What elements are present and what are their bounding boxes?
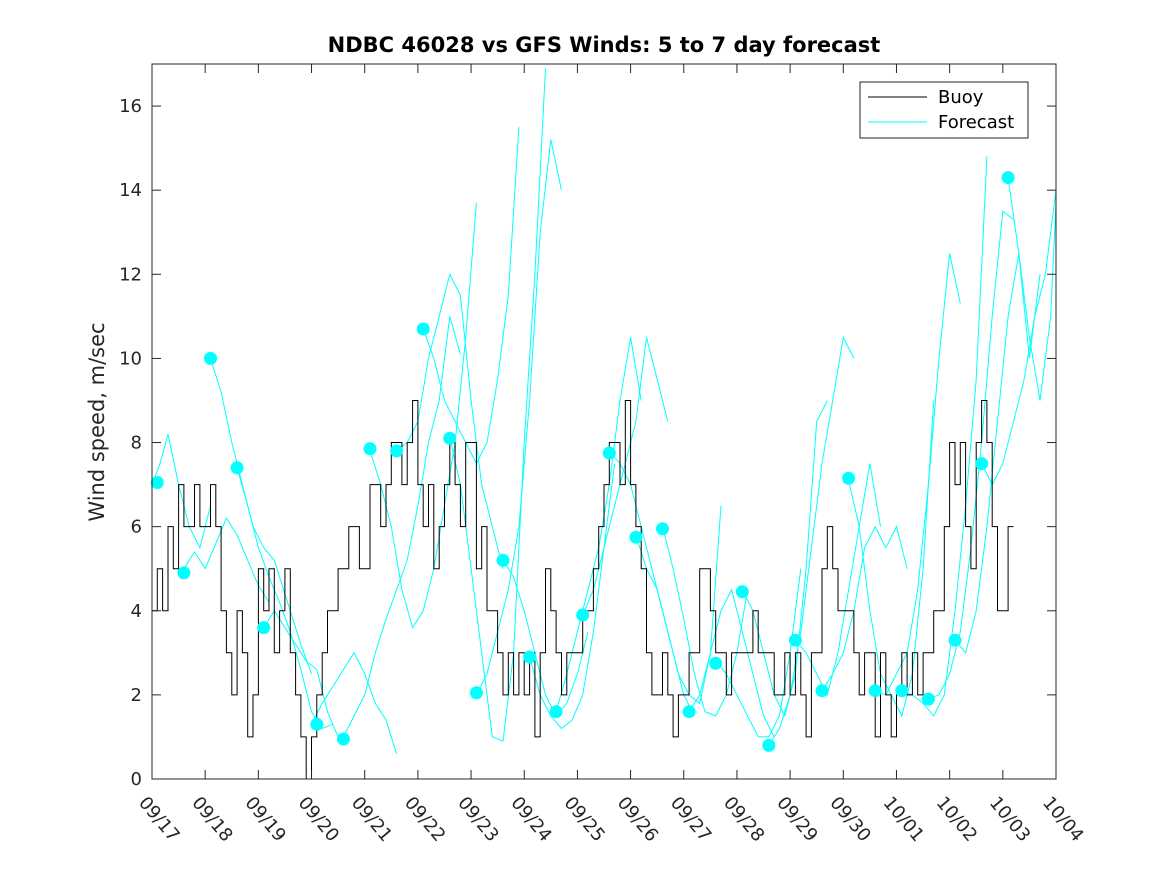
- forecast-point: [443, 431, 457, 445]
- forecast-point: [257, 621, 271, 635]
- forecast-points: [150, 171, 1015, 752]
- y-tick-label: 8: [131, 433, 142, 454]
- forecast-point: [629, 530, 643, 544]
- forecast-point: [602, 446, 616, 460]
- axes-box: [151, 63, 1057, 780]
- legend-buoy-label: Buoy: [938, 87, 984, 108]
- forecast-line-30: [981, 190, 1057, 486]
- forecast-point: [735, 585, 749, 599]
- forecast-line-26: [875, 253, 961, 696]
- y-tick-label: 10: [119, 348, 142, 369]
- forecast-line-22: [768, 335, 855, 746]
- legend-forecast-label: Forecast: [938, 112, 1014, 133]
- forecast-line-23: [795, 463, 881, 697]
- y-axis-label: Wind speed, m/sec: [85, 322, 109, 521]
- forecast-line-20: [715, 568, 802, 738]
- forecast-line-1: [183, 517, 270, 603]
- y-tick-label: 4: [131, 601, 142, 622]
- forecast-point: [204, 351, 217, 365]
- forecast-point: [1001, 171, 1015, 185]
- forecast-point: [310, 717, 324, 731]
- forecast-point: [682, 705, 696, 719]
- forecast-point: [523, 650, 537, 664]
- forecast-point: [336, 732, 350, 746]
- forecast-point: [709, 656, 723, 670]
- forecast-point: [230, 461, 244, 475]
- forecast-line-9: [422, 127, 520, 465]
- y-tick-label: 16: [119, 96, 142, 117]
- forecast-point: [150, 476, 164, 489]
- forecast-line-8: [396, 272, 504, 569]
- y-tick-label: 12: [119, 264, 142, 285]
- forecast-point: [895, 684, 909, 698]
- y-tick-label: 6: [131, 517, 142, 538]
- forecast-point: [975, 457, 989, 471]
- forecast-line-24: [821, 525, 908, 691]
- legend: Buoy Forecast: [859, 81, 1029, 139]
- forecast-point: [549, 705, 563, 719]
- forecast-line-11: [475, 139, 562, 696]
- forecast-line-12: [502, 560, 589, 717]
- forecast-point: [948, 633, 962, 647]
- forecast-line-18: [662, 526, 749, 717]
- forecast-point: [868, 684, 882, 698]
- forecast-line-13: [529, 463, 616, 730]
- forecast-point: [842, 471, 856, 485]
- y-tick-label: 14: [119, 180, 142, 201]
- forecast-point: [762, 738, 776, 752]
- forecast-point: [788, 633, 802, 647]
- forecast-point: [815, 684, 829, 698]
- forecast-point: [576, 608, 590, 622]
- forecast-point: [416, 322, 430, 336]
- forecast-line-2: [210, 358, 312, 675]
- forecast-line-27: [901, 156, 988, 717]
- forecast-point: [390, 444, 404, 458]
- forecast-point: [921, 692, 935, 706]
- y-tick-label: 0: [131, 769, 142, 790]
- forecast-line-5: [311, 651, 398, 754]
- forecast-point: [177, 566, 191, 580]
- forecast-line-29: [954, 253, 1041, 654]
- forecast-line-19: [688, 588, 775, 738]
- y-ticks: 0 2 4 6 8 10 12 14 16: [119, 96, 1056, 790]
- forecast-line-7: [369, 202, 477, 629]
- forecast-point: [363, 442, 377, 456]
- forecast-point: [496, 553, 510, 567]
- forecast-line-16: [608, 450, 695, 717]
- axes-background: [152, 64, 1056, 779]
- forecast-line-4: [263, 609, 349, 738]
- legend-box: [859, 81, 1029, 139]
- forecast-line-31: [1007, 177, 1057, 401]
- chart-title: NDBC 46028 vs GFS Winds: 5 to 7 day fore…: [328, 33, 881, 57]
- y-tick-label: 2: [131, 685, 142, 706]
- forecast-point: [469, 686, 483, 700]
- forecast-point: [656, 522, 669, 536]
- forecast-line-21: [741, 400, 828, 718]
- forecast-line-17: [635, 505, 722, 705]
